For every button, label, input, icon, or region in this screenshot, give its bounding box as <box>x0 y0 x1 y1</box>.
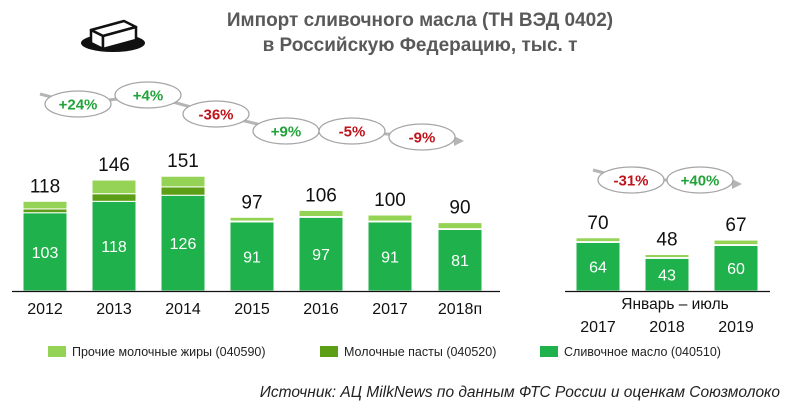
butter-dish-icon <box>81 19 145 52</box>
bar-segment-other-fats <box>575 237 621 243</box>
butter-value-label: 97 <box>312 247 330 264</box>
change-label: -36% <box>198 107 233 124</box>
total-label: 90 <box>449 198 470 219</box>
trend-arrow-head <box>732 179 742 189</box>
x-tick-label: 2014 <box>165 301 201 318</box>
change-label: +9% <box>271 124 301 141</box>
chart-title-line-1: Импорт сливочного масла (ТН ВЭД 0402) <box>226 10 614 31</box>
change-label: +4% <box>133 88 163 105</box>
total-label: 146 <box>98 155 130 176</box>
bar-segment-other-fats <box>22 200 68 210</box>
legend-label-pastes: Молочные пасты (040520) <box>344 345 497 359</box>
bar-segment-butter <box>298 216 344 292</box>
change-label: +40% <box>681 173 720 190</box>
chart-title-line-2: в Российскую Федерацию, тыс. т <box>262 35 578 56</box>
legend-swatch-butter <box>540 346 558 357</box>
change-bubble <box>318 117 386 145</box>
bar-segment-other-fats <box>644 254 690 259</box>
bar-segment-other-fats <box>91 179 137 195</box>
change-bubble <box>666 166 734 194</box>
butter-value-label: 118 <box>101 239 127 256</box>
x-tick-label: 2019 <box>718 319 754 336</box>
butter-value-label: 43 <box>658 268 676 285</box>
source-note: Источник: АЦ MilkNews по данным ФТС Росс… <box>259 384 780 401</box>
bar-segment-butter <box>713 244 759 292</box>
bar-segment-pastes <box>91 193 137 202</box>
bar-segment-other-fats <box>160 175 206 188</box>
legend-item-other-fats: Прочие молочные жиры (040590) <box>48 345 266 359</box>
chart-title: Импорт сливочного масла (ТН ВЭД 0402) в … <box>170 8 670 58</box>
x-tick-label: 2018п <box>438 301 482 318</box>
x-tick-label: 2017 <box>372 301 408 318</box>
change-label: -31% <box>613 173 648 190</box>
x-tick-label: 2017 <box>580 319 616 336</box>
total-label: 48 <box>656 230 677 251</box>
change-label: -9% <box>409 130 436 147</box>
bar-segment-other-fats <box>437 222 483 230</box>
total-label: 151 <box>167 151 199 172</box>
bar-segment-other-fats <box>713 239 759 246</box>
bar-segment-pastes <box>22 208 68 214</box>
change-bubble <box>597 166 665 194</box>
change-bubble <box>182 100 250 128</box>
bar-segment-other-fats <box>229 216 275 222</box>
legend-item-pastes: Молочные пасты (040520) <box>320 345 496 359</box>
x-tick-label: 2016 <box>303 301 339 318</box>
butter-value-label: 103 <box>32 245 59 262</box>
total-label: 106 <box>305 185 337 206</box>
change-bubble <box>388 123 456 151</box>
change-label: -5% <box>339 124 366 141</box>
total-label: 100 <box>374 190 406 211</box>
change-bubble <box>44 90 112 118</box>
legend-label-other-fats: Прочие молочные жиры (040590) <box>72 345 266 359</box>
legend-swatch-other-fats <box>48 346 66 357</box>
butter-value-label: 81 <box>451 253 469 270</box>
x-tick-label: 2018 <box>649 319 685 336</box>
total-label: 97 <box>241 192 262 213</box>
change-bubble <box>114 81 182 109</box>
legend-swatch-pastes <box>320 346 338 357</box>
legend-label-butter: Сливочное масло (040510) <box>564 345 721 359</box>
period-label: Январь – июль <box>621 296 729 313</box>
x-tick-label: 2015 <box>234 301 270 318</box>
butter-value-label: 64 <box>589 260 607 277</box>
bar-segment-other-fats <box>367 214 413 222</box>
x-tick-label: 2013 <box>96 301 132 318</box>
bar-segment-butter <box>160 194 206 292</box>
butter-value-label: 91 <box>243 249 261 266</box>
total-label: 118 <box>30 176 60 197</box>
x-tick-label: 2012 <box>27 301 63 318</box>
trend-arrow-head <box>454 136 464 146</box>
total-label: 70 <box>587 213 608 234</box>
bar-segment-butter <box>91 200 137 292</box>
legend-item-butter: Сливочное масло (040510) <box>540 345 721 359</box>
change-label: +24% <box>59 97 98 114</box>
butter-value-label: 60 <box>727 261 745 278</box>
bar-segment-pastes <box>160 186 206 196</box>
butter-value-label: 126 <box>170 236 197 253</box>
bar-segment-butter <box>437 228 483 292</box>
butter-value-label: 91 <box>381 249 399 266</box>
total-label: 67 <box>725 215 746 236</box>
bar-segment-other-fats <box>298 209 344 218</box>
